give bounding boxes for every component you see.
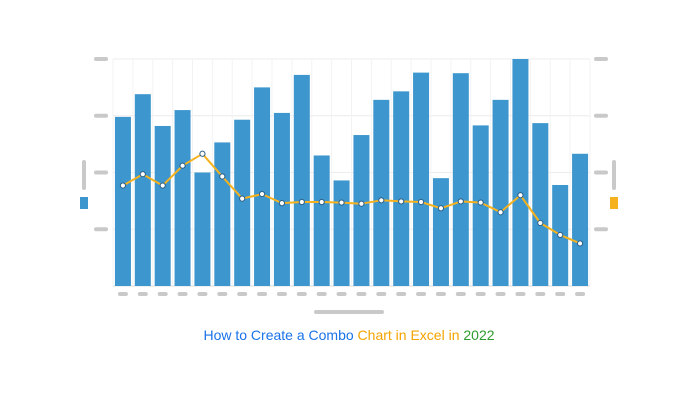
x-tick-label-placeholder xyxy=(117,292,128,296)
line-point xyxy=(517,192,524,199)
right-axis-title-placeholder xyxy=(612,160,616,190)
bar xyxy=(273,112,290,286)
x-tick-label-placeholder xyxy=(416,292,427,296)
line-point xyxy=(576,240,584,247)
x-tick-label-placeholder xyxy=(217,292,228,296)
line-series xyxy=(122,152,581,245)
legend-bars-swatch xyxy=(80,197,88,209)
bar xyxy=(353,135,370,286)
line-point xyxy=(199,150,206,157)
left-axis-title-placeholder xyxy=(82,160,86,190)
x-tick-label-placeholder xyxy=(475,292,486,296)
bar xyxy=(134,94,151,286)
line-point xyxy=(159,182,166,189)
x-tick-label-placeholder xyxy=(356,292,367,296)
bar xyxy=(532,123,549,286)
x-tick-label-placeholder xyxy=(257,292,268,296)
right-tick-label-placeholder xyxy=(594,170,608,175)
bar xyxy=(114,116,131,286)
bar xyxy=(572,153,589,286)
line-point xyxy=(557,231,564,239)
bar xyxy=(214,142,231,286)
x-tick-label-placeholder xyxy=(515,292,526,296)
bar xyxy=(254,87,271,286)
x-tick-label-placeholder xyxy=(495,292,506,296)
x-tick-label-placeholder xyxy=(336,292,347,296)
caption-part-green: 2022 xyxy=(463,327,495,343)
line-point xyxy=(139,171,146,178)
x-tick-label-placeholder xyxy=(237,292,248,296)
bar xyxy=(333,180,350,286)
line-point xyxy=(278,200,286,207)
line-point xyxy=(378,197,385,204)
line-point xyxy=(358,200,365,207)
line-point xyxy=(537,219,544,227)
line-point xyxy=(398,198,405,205)
x-tick-label-placeholder xyxy=(137,292,148,296)
x-tick-label-placeholder xyxy=(555,292,566,296)
x-tick-label-placeholder xyxy=(396,292,407,296)
bar xyxy=(313,155,330,286)
line-point xyxy=(497,209,504,216)
left-tick-label-placeholder xyxy=(94,113,108,118)
x-tick-label-placeholder xyxy=(316,292,327,296)
line-point xyxy=(338,199,345,206)
bar xyxy=(194,172,211,286)
line-point xyxy=(437,205,445,212)
left-tick-label-placeholder xyxy=(94,170,108,175)
line-point xyxy=(417,198,425,206)
bar xyxy=(492,99,509,286)
bar xyxy=(393,91,410,286)
left-tick-label-placeholder xyxy=(94,57,108,61)
x-axis-title-placeholder xyxy=(314,310,384,314)
bar xyxy=(174,110,191,286)
caption-part-blue: How to Create a Combo xyxy=(203,327,354,343)
x-tick-label-placeholder xyxy=(376,292,387,296)
chart-caption: How to Create a Combo Chart in Excel in … xyxy=(0,327,698,343)
bar xyxy=(413,72,430,287)
right-tick-label-placeholder xyxy=(594,227,608,232)
line-point xyxy=(219,173,226,180)
line-point xyxy=(298,198,305,206)
combo-chart xyxy=(80,57,618,314)
line-point xyxy=(457,198,464,205)
caption-part-orange: Chart in Excel in xyxy=(357,327,460,343)
right-tick-label-placeholder xyxy=(594,57,608,61)
bar xyxy=(293,74,310,286)
left-tick-label-placeholder xyxy=(94,227,108,232)
bar xyxy=(234,119,251,286)
line-point xyxy=(477,199,484,206)
bar xyxy=(432,178,449,286)
x-tick-label-placeholder xyxy=(435,292,446,296)
bar xyxy=(154,125,171,286)
line-point xyxy=(318,198,325,206)
line-point xyxy=(239,195,246,202)
x-tick-label-placeholder xyxy=(296,292,307,296)
line-point xyxy=(179,162,186,169)
right-tick-label-placeholder xyxy=(594,113,608,118)
bar xyxy=(373,99,390,286)
x-tick-label-placeholder xyxy=(197,292,208,296)
x-tick-label-placeholder xyxy=(575,292,586,296)
legend-line-swatch xyxy=(610,197,618,209)
x-tick-label-placeholder xyxy=(455,292,466,296)
bar xyxy=(512,59,529,286)
bar xyxy=(452,73,469,286)
x-tick-label-placeholder xyxy=(535,292,546,296)
line-point xyxy=(258,190,266,198)
line-point xyxy=(119,182,127,189)
bar xyxy=(472,125,489,287)
x-tick-label-placeholder xyxy=(157,292,168,296)
x-tick-label-placeholder xyxy=(276,292,287,296)
x-tick-label-placeholder xyxy=(177,292,188,296)
